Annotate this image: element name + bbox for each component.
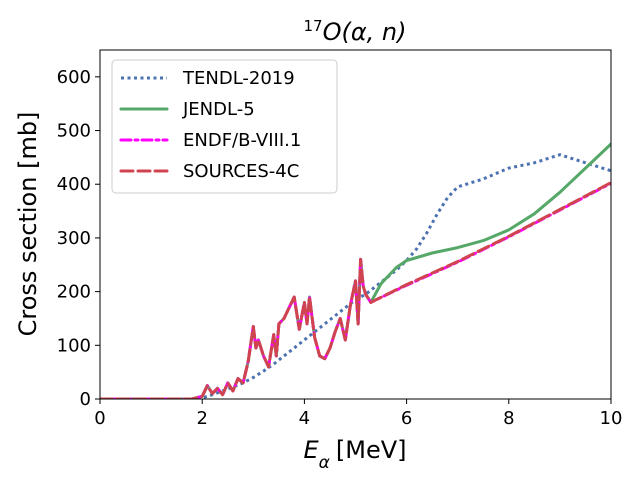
x-tick-label: 8: [503, 408, 514, 429]
x-tick-label: 6: [401, 408, 412, 429]
series-layer: [100, 142, 611, 399]
legend-label: SOURCES-4C: [183, 161, 299, 182]
legend-entry: JENDL-5: [119, 99, 255, 120]
legend-entry: TENDL-2019: [121, 68, 295, 89]
x-tick-label: 4: [299, 408, 310, 429]
legend-entry: ENDF/B-VIII.1: [119, 130, 301, 151]
legend-label: JENDL-5: [182, 99, 255, 120]
chart-title-superscript: 17: [304, 17, 323, 35]
y-tick-label: 400: [57, 174, 91, 195]
x-tick-label: 10: [600, 408, 623, 429]
x-axis-title: Eα [MeV]: [303, 436, 406, 473]
chart-title-base: O(α, n): [323, 18, 407, 46]
y-tick-label: 300: [57, 228, 91, 249]
x-axis: 0 2 4 6 8 10: [94, 399, 622, 429]
y-tick-label: 0: [80, 389, 91, 410]
series-line-endf-b-viii-1: [100, 181, 611, 399]
x-axis-unit: [MeV]: [336, 436, 407, 464]
y-axis: 0 100 200 300 400 500 600: [57, 67, 100, 410]
x-tick-label: 2: [196, 408, 207, 429]
y-tick-label: 100: [57, 335, 91, 356]
legend: TENDL-2019 JENDL-5 ENDF/B-VIII.1 SOURCES-4C: [111, 59, 338, 194]
x-axis-symbol: E: [303, 436, 319, 464]
legend-label: TENDL-2019: [182, 68, 295, 89]
y-axis-title: Cross section [mb]: [14, 112, 42, 337]
x-axis-subscript: α: [319, 453, 330, 473]
y-tick-label: 200: [57, 282, 91, 303]
chart-title: 17O(α, n): [304, 17, 407, 46]
legend-entry: SOURCES-4C: [119, 161, 299, 182]
y-tick-label: 500: [57, 121, 91, 142]
legend-label: ENDF/B-VIII.1: [183, 130, 301, 151]
y-tick-label: 600: [57, 67, 91, 88]
series-line-sources-4c: [100, 181, 611, 399]
x-tick-label: 0: [94, 408, 105, 429]
plot-frame: [99, 49, 612, 400]
legend-frame: [111, 59, 338, 194]
